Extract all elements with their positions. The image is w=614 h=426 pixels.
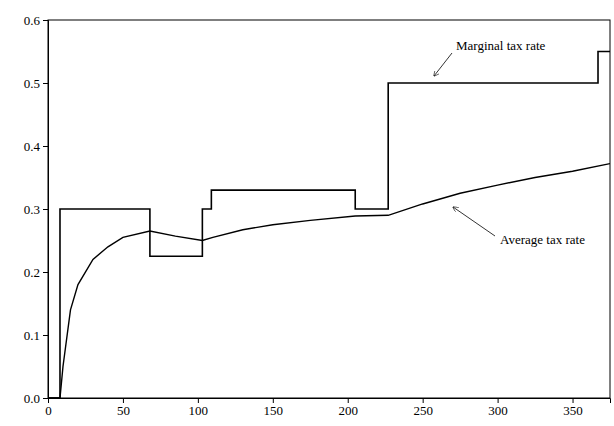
x-tick: 0 — [45, 398, 52, 418]
y-tick-label: 0.2 — [24, 265, 40, 280]
series-label: Average tax rate — [500, 232, 585, 247]
y-tick-mark — [43, 272, 48, 273]
y-tick-mark — [43, 398, 48, 399]
chart: 0501001502002503003500.00.10.20.30.40.50… — [0, 0, 614, 426]
y-tick: 0.0 — [24, 391, 48, 406]
y-tick: 0.2 — [24, 265, 48, 280]
x-tick: 100 — [189, 398, 209, 418]
x-tick: 50 — [117, 398, 130, 418]
y-axis-line — [43, 21, 49, 399]
y-tick: 0.5 — [24, 76, 48, 91]
x-tick: 200 — [338, 398, 358, 418]
y-tick-mark — [43, 146, 48, 147]
callout-arrow — [434, 53, 452, 76]
x-axis: 0 50 100 150 200 250 300 350 — [45, 398, 610, 418]
y-tick-label: 0.3 — [24, 202, 40, 217]
y-tick-mark — [43, 20, 48, 21]
y-tick-label: 0.4 — [24, 139, 41, 154]
plot-area — [48, 52, 610, 399]
callout-arrow — [453, 207, 495, 236]
y-tick-label: 0.5 — [24, 76, 40, 91]
x-axis-line — [49, 399, 611, 404]
y-tick-mark — [43, 335, 48, 336]
y-tick: 0.6 — [24, 13, 48, 28]
x-tick-label: 0 — [45, 403, 52, 418]
series-line — [48, 164, 610, 398]
series-label: Marginal tax rate — [456, 38, 546, 53]
plot-frame — [48, 20, 610, 398]
x-tick-label: 50 — [117, 403, 130, 418]
y-tick: 0.1 — [24, 328, 48, 343]
y-tick: 0.4 — [24, 139, 48, 154]
x-tick: 300 — [488, 398, 508, 418]
y-tick-mark — [43, 209, 48, 210]
x-tick-label: 250 — [413, 403, 433, 418]
y-tick-mark — [43, 83, 48, 84]
y-tick: 0.3 — [24, 202, 48, 217]
series-line — [48, 52, 610, 399]
x-tick-label: 150 — [264, 403, 284, 418]
x-tick-label: 350 — [563, 403, 583, 418]
x-tick-label: 100 — [189, 403, 209, 418]
x-tick: 350 — [563, 398, 583, 418]
x-tick-label: 300 — [488, 403, 508, 418]
y-tick-label: 0.6 — [24, 13, 41, 28]
x-tick: 250 — [413, 398, 433, 418]
x-tick-label: 200 — [338, 403, 358, 418]
y-tick-label: 0.0 — [24, 391, 40, 406]
y-tick-label: 0.1 — [24, 328, 40, 343]
y-axis: 0.0 0.1 0.2 0.3 0.4 0.5 0.6 — [24, 13, 49, 406]
x-tick: 150 — [264, 398, 284, 418]
